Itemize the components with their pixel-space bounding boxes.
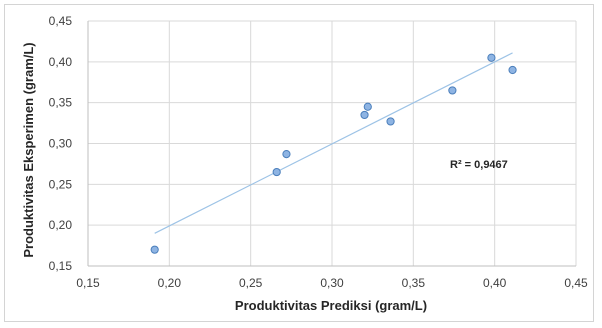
chart-frame bbox=[4, 4, 594, 322]
tick-labels: 0,15 0,20 0,25 0,30 0,35 0,40 0,45 0,15 0,20 0,25… bbox=[49, 14, 588, 290]
trendline-group bbox=[154, 52, 513, 234]
r-squared-annotation: R² = 0,9467 bbox=[450, 159, 508, 171]
x-tick-label: 0,15 bbox=[76, 276, 100, 290]
x-tick-label: 0,30 bbox=[320, 276, 344, 290]
trendline bbox=[154, 52, 513, 234]
data-point bbox=[487, 53, 496, 62]
y-tick-label: 0,25 bbox=[49, 177, 73, 191]
y-tick-label: 0,20 bbox=[49, 218, 73, 232]
y-tick-label: 0,15 bbox=[49, 259, 73, 273]
data-point bbox=[363, 102, 372, 111]
y-tick-label: 0,40 bbox=[49, 55, 73, 69]
data-point bbox=[508, 65, 517, 75]
x-tick-label: 0,20 bbox=[158, 276, 182, 290]
data-point bbox=[150, 245, 159, 254]
data-point bbox=[360, 110, 369, 120]
x-tick-label: 0,35 bbox=[402, 276, 426, 290]
y-axis-title: Produktivitas Eksperimen (gram/L) bbox=[21, 42, 36, 257]
y-tick-label: 0,45 bbox=[49, 14, 73, 28]
x-tick-label: 0,40 bbox=[483, 276, 507, 290]
y-tick-label: 0,30 bbox=[49, 137, 73, 151]
data-point bbox=[272, 167, 281, 177]
data-points bbox=[150, 53, 517, 254]
y-tick-label: 0,35 bbox=[49, 96, 73, 110]
data-point bbox=[386, 117, 395, 126]
x-tick-label: 0,25 bbox=[239, 276, 263, 290]
data-point bbox=[282, 150, 291, 159]
x-tick-label: 0,45 bbox=[564, 276, 588, 290]
axes bbox=[87, 21, 576, 267]
data-point bbox=[448, 86, 457, 95]
x-axis-title: Produktivitas Prediksi (gram/L) bbox=[235, 298, 427, 313]
